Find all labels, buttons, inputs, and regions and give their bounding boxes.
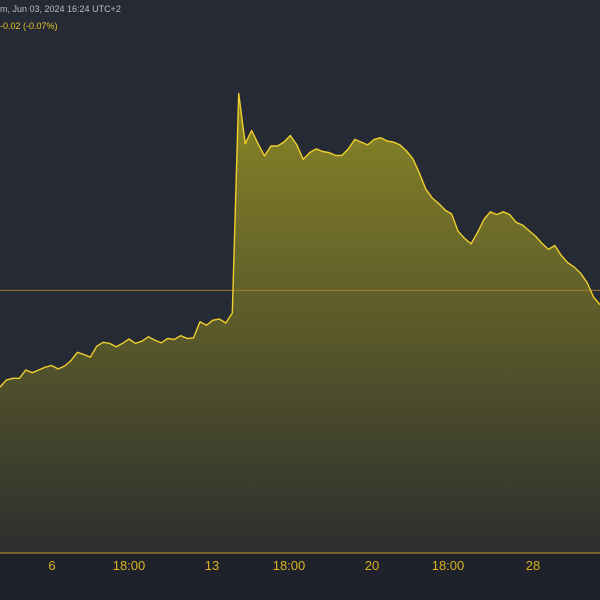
x-tick-label: 6: [48, 558, 55, 573]
x-tick-label: 13: [205, 558, 219, 573]
chart-header-title: m, Jun 03, 2024 16:24 UTC+2: [0, 4, 121, 14]
x-tick-label: 20: [365, 558, 379, 573]
series-line: [0, 92, 600, 388]
x-tick-label: 18:00: [273, 558, 306, 573]
x-tick-label: 18:00: [113, 558, 146, 573]
series-area: [0, 93, 600, 553]
x-axis-band: [0, 553, 600, 600]
x-tick-label: 18:00: [432, 558, 465, 573]
price-change-label: -0.02 (-0.07%): [0, 21, 58, 31]
x-tick-label: 28: [526, 558, 540, 573]
x-axis-ticks: 6 18:00 13 18:00 20 18:00 28: [48, 558, 540, 573]
